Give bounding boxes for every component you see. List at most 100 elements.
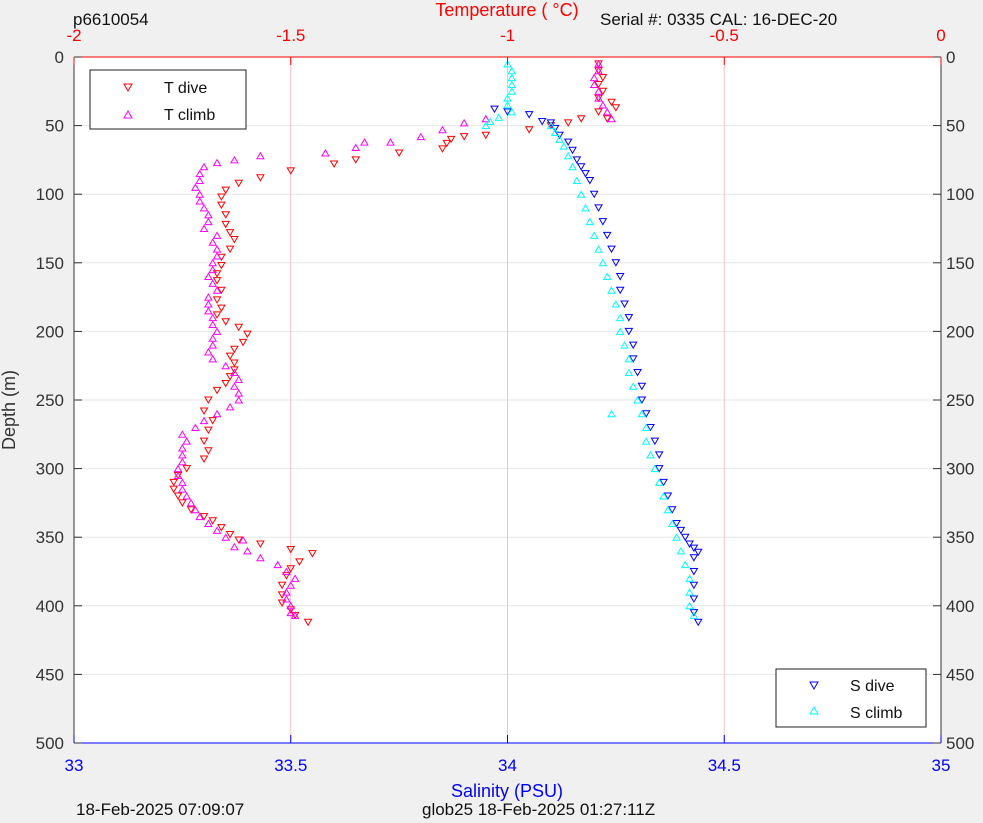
t-dive-point bbox=[563, 119, 573, 127]
t-climb-point bbox=[204, 519, 213, 527]
s-dive-point bbox=[650, 437, 660, 446]
t-climb-point bbox=[182, 492, 192, 500]
t-dive-point bbox=[212, 386, 222, 395]
t-dive-point bbox=[217, 201, 226, 210]
s-dive-point bbox=[685, 540, 694, 549]
t-dive-point bbox=[594, 108, 603, 116]
t-dive-point bbox=[217, 262, 226, 270]
t-dive-point bbox=[234, 536, 244, 544]
t-dive-point bbox=[212, 277, 222, 285]
t-climb-point bbox=[212, 526, 222, 534]
s-climb-point bbox=[685, 601, 694, 610]
t-climb-point bbox=[208, 265, 218, 274]
s-dive-point bbox=[615, 273, 625, 281]
t-dive-point bbox=[217, 193, 226, 201]
t-dive-point bbox=[234, 323, 244, 332]
s-climb-point bbox=[503, 101, 512, 109]
s-dive-point bbox=[589, 190, 599, 199]
s-dive-point bbox=[524, 111, 534, 119]
s-climb-point bbox=[615, 313, 625, 322]
s-climb-point bbox=[602, 272, 612, 281]
t-dive-point bbox=[204, 396, 213, 404]
t-dive-point bbox=[212, 311, 222, 319]
t-climb-point bbox=[598, 101, 608, 109]
t-climb-point bbox=[204, 272, 213, 281]
s-dive-point bbox=[633, 369, 642, 377]
t-dive-point bbox=[225, 530, 235, 539]
t-climb-point bbox=[199, 203, 209, 212]
s-climb-point bbox=[680, 560, 690, 569]
t-dive-point bbox=[217, 304, 226, 313]
s-climb-point bbox=[676, 546, 686, 555]
s-dive-point bbox=[546, 119, 556, 127]
t-dive-point bbox=[221, 380, 231, 388]
depth-tick-label: 150 bbox=[946, 254, 974, 273]
t-dive-point bbox=[256, 174, 265, 182]
t-dive-point bbox=[303, 618, 313, 627]
t-dive-point bbox=[178, 499, 187, 507]
s-climb-point bbox=[646, 450, 655, 459]
s-dive-point bbox=[689, 544, 699, 553]
s-climb-point bbox=[663, 505, 673, 514]
s-dive-point bbox=[490, 105, 499, 114]
t-climb-point bbox=[204, 217, 213, 226]
s-dive-point bbox=[646, 423, 655, 432]
t-climb-point bbox=[321, 149, 330, 157]
depth-tick-label: 450 bbox=[946, 665, 974, 684]
depth-tick-label: 50 bbox=[45, 117, 64, 136]
s-climb-point bbox=[685, 588, 694, 596]
temperature-tick-label: 0 bbox=[936, 26, 945, 45]
t-dive-point bbox=[204, 426, 213, 435]
s-climb-point bbox=[481, 121, 491, 130]
t-dive-point bbox=[234, 179, 244, 188]
dive-info: glob25 18-Feb-2025 01:27:11Z bbox=[422, 800, 656, 819]
t-dive-point bbox=[576, 115, 586, 123]
t-climb-point bbox=[438, 125, 447, 134]
s-dive-point bbox=[637, 382, 647, 391]
t-dive-point bbox=[602, 115, 612, 123]
t-climb-legend-label: T climb bbox=[164, 107, 215, 124]
t-climb-point bbox=[459, 118, 469, 127]
t-climb-point bbox=[238, 535, 248, 544]
depth-tick-label: 100 bbox=[36, 185, 64, 204]
t-climb-point bbox=[607, 114, 616, 123]
t-climb-point bbox=[286, 608, 296, 617]
depth-tick-label: 400 bbox=[946, 597, 974, 616]
t-climb-point bbox=[386, 138, 395, 146]
data-points bbox=[169, 59, 703, 627]
t-climb-point bbox=[212, 327, 222, 335]
t-climb-point bbox=[208, 341, 218, 349]
t-climb-point bbox=[208, 320, 218, 329]
s-dive-point bbox=[594, 204, 603, 212]
t-dive-point bbox=[199, 437, 209, 446]
t-climb-point bbox=[594, 94, 603, 102]
t-dive-point bbox=[481, 131, 491, 140]
salinity-legend-box bbox=[775, 668, 927, 728]
t-climb-point bbox=[199, 416, 209, 425]
depth-tick-label: 500 bbox=[946, 734, 974, 753]
s-climb-point bbox=[685, 574, 694, 582]
t-climb-point bbox=[230, 542, 239, 551]
s-dive-point bbox=[628, 341, 638, 350]
t-climb-point bbox=[256, 553, 265, 562]
t-climb-point bbox=[173, 471, 183, 479]
t-climb-point bbox=[290, 574, 300, 582]
s-climb-point bbox=[637, 409, 647, 418]
t-climb-point bbox=[208, 354, 218, 363]
t-dive-point bbox=[598, 74, 608, 82]
t-climb-point bbox=[186, 498, 196, 507]
t-dive-point bbox=[208, 417, 218, 425]
s-climb-point bbox=[672, 533, 681, 541]
s-climb-point bbox=[667, 519, 677, 527]
s-climb-point bbox=[494, 113, 504, 121]
salinity-axis-label: Salinity (PSU) bbox=[451, 781, 563, 801]
s-dive-point bbox=[624, 327, 634, 336]
t-climb-point bbox=[282, 567, 291, 575]
t-dive-point bbox=[598, 87, 608, 96]
t-dive-point bbox=[221, 186, 231, 195]
t-climb-point bbox=[191, 505, 200, 514]
t-climb-point bbox=[273, 560, 283, 569]
depth-tick-label: 450 bbox=[36, 665, 64, 684]
t-dive-point bbox=[286, 546, 296, 554]
